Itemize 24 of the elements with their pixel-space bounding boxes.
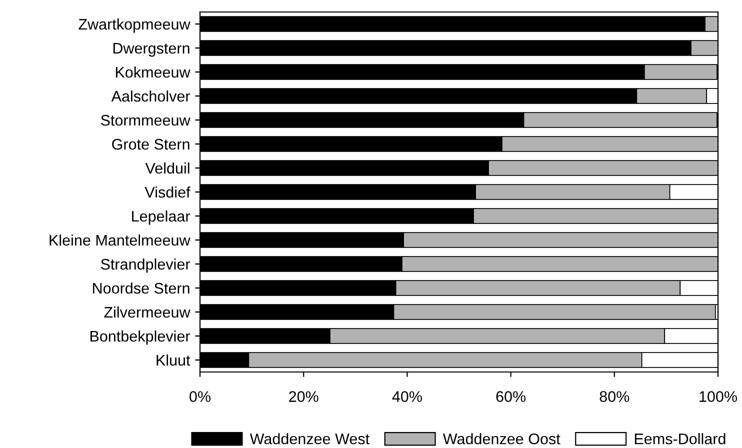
y-tick-label: Kluut — [156, 354, 190, 366]
y-tick-label: Grote Stern — [112, 138, 190, 150]
y-tick-label: Bontbekplevier — [90, 330, 190, 345]
y-tick-label: Lepelaar — [132, 210, 190, 225]
y-tick-label: Noordse Stern — [93, 282, 190, 294]
y-tick-label: Dwergstern — [113, 43, 190, 57]
x-tick-label: 100% — [700, 391, 737, 402]
y-tick-label: Strandplevier — [100, 258, 190, 273]
y-tick-label: Aalscholver — [111, 90, 190, 102]
x-tick-label: 0% — [190, 391, 210, 402]
y-tick-label: Kleine Mantelmeeuw — [50, 234, 190, 246]
legend-label: Waddenzee West — [250, 433, 370, 444]
x-tick-label: 60% — [496, 391, 526, 402]
x-tick-label: 40% — [392, 391, 422, 402]
legend-label: Waddenzee Oost — [442, 433, 560, 444]
y-tick-label: Zwartkopmeeuw — [78, 18, 190, 33]
x-tick-label: 20% — [289, 391, 318, 402]
y-tick-label: Visdief — [144, 186, 190, 198]
y-tick-label: Kokmeeuw — [116, 66, 190, 78]
legend-label: Eems-Dollard — [634, 433, 726, 444]
y-tick-label: Zilvermeeuw — [104, 306, 190, 318]
y-tick-label: Velduil — [145, 162, 190, 174]
x-tick-label: 80% — [600, 391, 630, 402]
y-tick-label: Stormmeeuw — [100, 114, 190, 126]
